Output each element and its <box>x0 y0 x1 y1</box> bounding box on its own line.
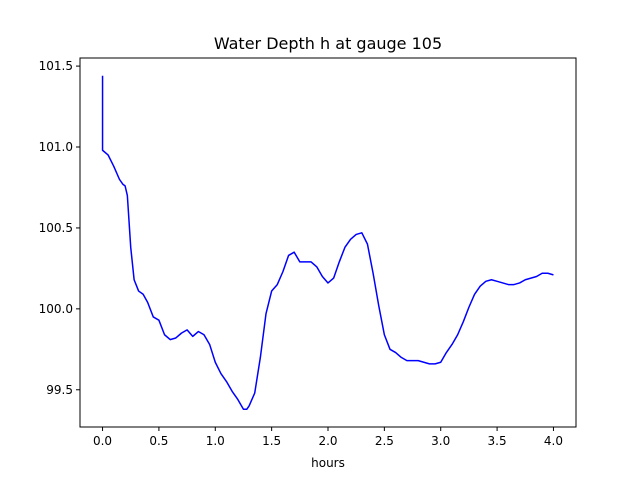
y-tick-label: 101.0 <box>39 140 73 154</box>
x-tick-label: 1.0 <box>206 434 225 448</box>
x-tick-label: 3.5 <box>488 434 507 448</box>
x-tick-label: 0.0 <box>93 434 112 448</box>
y-tick-label: 101.5 <box>39 59 73 73</box>
x-tick-label: 4.0 <box>544 434 563 448</box>
x-axis-label: hours <box>311 456 345 470</box>
x-tick-label: 0.5 <box>149 434 168 448</box>
x-tick-label: 1.5 <box>262 434 281 448</box>
x-tick-label: 3.0 <box>431 434 450 448</box>
chart-title: Water Depth h at gauge 105 <box>214 34 442 53</box>
x-tick-label: 2.5 <box>375 434 394 448</box>
y-tick-label: 100.0 <box>39 302 73 316</box>
y-tick-label: 100.5 <box>39 221 73 235</box>
series-line-0 <box>101 75 554 410</box>
x-axis: 0.0 0.5 1.0 1.5 2.0 2.5 3.0 3.5 4.0 <box>93 427 563 448</box>
plot-lines <box>101 75 554 410</box>
x-tick-label: 2.0 <box>318 434 337 448</box>
y-axis: 99.5 100.0 100.5 101.0 101.5 <box>39 59 80 397</box>
y-tick-label: 99.5 <box>46 383 73 397</box>
